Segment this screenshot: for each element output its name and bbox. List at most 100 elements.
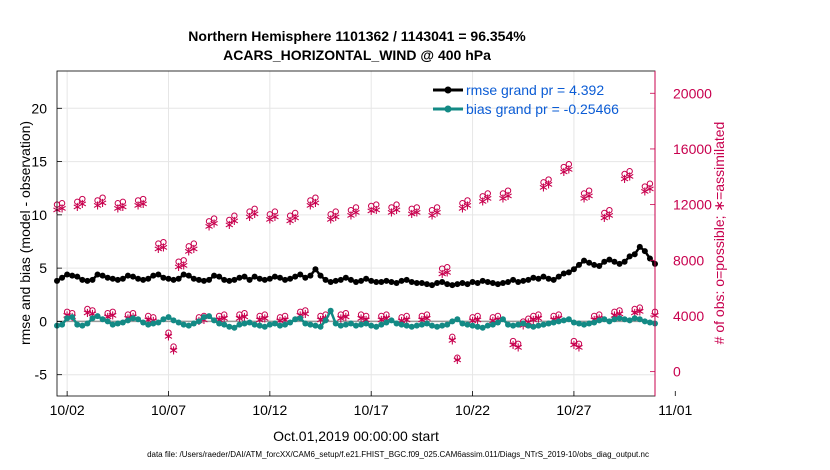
assimilated-obs-point: ∗	[57, 200, 68, 215]
possible-obs-point	[616, 307, 623, 314]
assimilated-obs-point: ∗	[244, 209, 255, 224]
assimilated-obs-point: ∗	[87, 306, 98, 321]
rmse-point	[195, 276, 202, 283]
rmse-point	[337, 276, 344, 283]
rmse-point	[124, 272, 131, 279]
rmse-point	[185, 272, 192, 279]
rmse-point	[261, 276, 268, 283]
rmse-point	[231, 276, 238, 283]
bias-point	[540, 321, 547, 328]
rmse-point	[256, 275, 263, 282]
bias-point	[464, 321, 471, 328]
rmse-point	[621, 258, 628, 265]
possible-obs-point	[388, 204, 395, 211]
assimilated-obs-point: ∗	[214, 312, 225, 327]
bias-point	[322, 317, 329, 324]
assimilated-obs-point: ∗	[411, 205, 422, 220]
possible-obs-point	[525, 315, 532, 322]
assimilated-obs-point: ∗	[386, 205, 397, 220]
bias-point	[545, 320, 552, 327]
rmse-point	[200, 277, 207, 284]
assimilated-obs-point: ∗	[345, 207, 356, 222]
assimilated-obs-point: ∗	[356, 310, 367, 325]
rmse-point	[560, 270, 567, 277]
possible-obs-point	[241, 309, 248, 317]
y-tick-label: -5	[35, 367, 48, 383]
possible-obs-point	[646, 180, 654, 187]
x-tick-label: 10/12	[252, 402, 287, 418]
bias-point	[241, 320, 248, 327]
possible-obs-point	[58, 200, 66, 207]
assimilated-obs-point: ∗	[538, 180, 549, 195]
bias-point	[94, 313, 101, 320]
possible-obs-point	[575, 340, 583, 348]
bias-point	[59, 321, 66, 328]
bias-point	[74, 321, 81, 328]
rmse-point	[332, 277, 339, 284]
possible-obs-point	[352, 204, 360, 211]
rmse-point	[535, 275, 542, 282]
bias-point	[109, 321, 116, 328]
bias-point	[251, 321, 258, 328]
assimilated-obs-point: ∗	[158, 239, 169, 254]
assimilated-obs-point: ∗	[589, 312, 600, 327]
possible-obs-point	[74, 198, 81, 206]
rmse-point	[140, 276, 147, 283]
rmse-point	[327, 278, 334, 285]
y-tick-label: 15	[31, 154, 47, 170]
rmse-point	[423, 281, 430, 288]
assimilated-obs-point: ∗	[467, 313, 478, 328]
assimilated-obs-point: ∗	[77, 196, 88, 211]
rmse-point	[525, 276, 532, 283]
rmse-point	[494, 281, 501, 288]
right-tick-label: 4000	[673, 308, 704, 324]
possible-obs-point	[383, 311, 390, 318]
possible-obs-point	[509, 337, 517, 345]
bias-point	[261, 323, 268, 330]
rmse-point	[444, 281, 451, 288]
bias-point	[170, 317, 177, 324]
possible-obs-point	[190, 240, 198, 247]
possible-obs-point	[226, 216, 233, 224]
assimilated-obs-point: ∗	[614, 306, 625, 321]
rmse-point	[130, 273, 137, 280]
rmse-point	[79, 276, 86, 283]
assimilated-obs-point: ∗	[183, 244, 194, 259]
possible-obs-point	[621, 170, 628, 178]
bias-point	[560, 317, 567, 324]
possible-obs-point	[312, 194, 319, 201]
bias-point	[505, 321, 512, 328]
rmse-point	[226, 277, 233, 284]
possible-obs-point	[560, 163, 567, 171]
assimilated-obs-point: ∗	[325, 212, 336, 227]
assimilated-obs-point: ∗	[259, 310, 270, 325]
possible-obs-point	[205, 218, 213, 225]
bias-point	[69, 314, 76, 321]
assimilated-obs-point: ∗	[639, 184, 650, 199]
assimilated-obs-point: ∗	[432, 205, 443, 220]
assimilated-obs-point: ∗	[472, 312, 483, 327]
bias-point	[515, 321, 522, 328]
bias-point	[581, 321, 588, 328]
possible-obs-point	[606, 206, 613, 214]
possible-obs-point	[494, 312, 502, 320]
possible-obs-point	[570, 337, 578, 345]
assimilated-obs-point: ∗	[634, 303, 645, 318]
bias-point	[195, 318, 202, 325]
assimilated-obs-point: ∗	[563, 161, 574, 176]
assimilated-obs-point: ∗	[568, 337, 579, 352]
rmse-point	[287, 275, 294, 282]
bias-point	[641, 318, 648, 325]
possible-obs-point	[514, 340, 522, 348]
rmse-point	[69, 272, 76, 279]
rmse-point	[358, 277, 365, 284]
possible-obs-point	[160, 238, 167, 246]
bias-point	[206, 313, 213, 320]
assimilated-obs-point: ∗	[295, 308, 306, 323]
possible-obs-point	[459, 200, 466, 207]
rmse-point	[469, 278, 476, 285]
possible-obs-point	[454, 354, 461, 361]
assimilated-obs-point: ∗	[249, 206, 260, 221]
bias-point	[596, 317, 603, 324]
assimilated-obs-point: ∗	[361, 312, 372, 327]
